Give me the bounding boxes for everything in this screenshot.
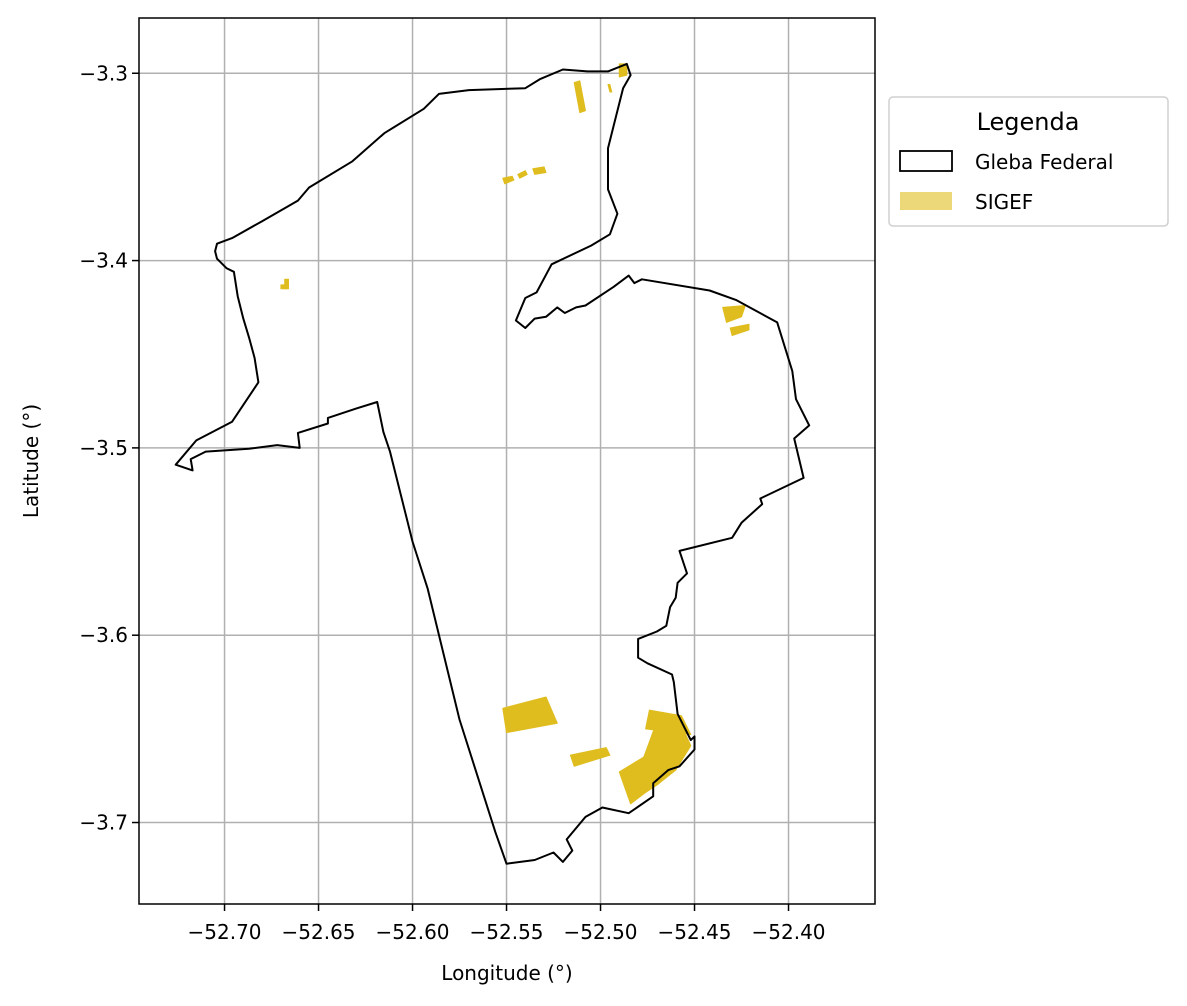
sigef-parcel [502,175,515,185]
grid-lines [139,18,875,904]
legend: Legenda Gleba Federal SIGEF [888,96,1169,227]
sigef-parcel [502,696,558,734]
sigef-parcel [607,84,613,93]
x-tick-label: −52.65 [282,920,356,944]
legend-swatch-gleba [899,150,953,172]
x-axis-ticks: −52.70 −52.65 −52.60 −52.55 −52.50 −52.45 −52.… [188,904,826,944]
legend-title: Legenda [977,108,1080,136]
y-tick-label: −3.6 [79,623,128,647]
y-tick-label: −3.4 [79,249,128,273]
legend-swatch-sigef [900,192,952,210]
x-axis-label: Longitude (°) [441,961,572,985]
sigef-parcel [729,323,750,336]
sigef-parcels [280,63,750,805]
x-tick-label: −52.60 [376,920,450,944]
x-tick-label: −52.50 [564,920,638,944]
y-tick-label: −3.3 [79,61,128,85]
x-tick-label: −52.40 [752,920,826,944]
y-axis-label: Latitude (°) [19,404,43,518]
y-axis-ticks: −3.3 −3.4 −3.5 −3.6 −3.7 [79,61,139,835]
legend-label-sigef: SIGEF [975,190,1033,214]
sigef-parcel [532,166,547,175]
x-tick-label: −52.70 [188,920,262,944]
sigef-parcel [722,305,746,323]
gleba-federal-polygon [174,62,811,865]
sigef-parcel [280,284,288,290]
y-tick-label: −3.5 [79,436,128,460]
legend-label-gleba: Gleba Federal [975,150,1113,174]
legend-box [888,96,1169,227]
sigef-parcel [573,80,586,114]
sigef-parcel [517,170,528,179]
gleba-federal-boundary [174,62,811,865]
sigef-parcel [618,720,692,805]
x-tick-label: −52.45 [658,920,732,944]
y-tick-label: −3.7 [79,811,128,835]
x-tick-label: −52.55 [470,920,544,944]
sigef-parcel [569,747,611,767]
